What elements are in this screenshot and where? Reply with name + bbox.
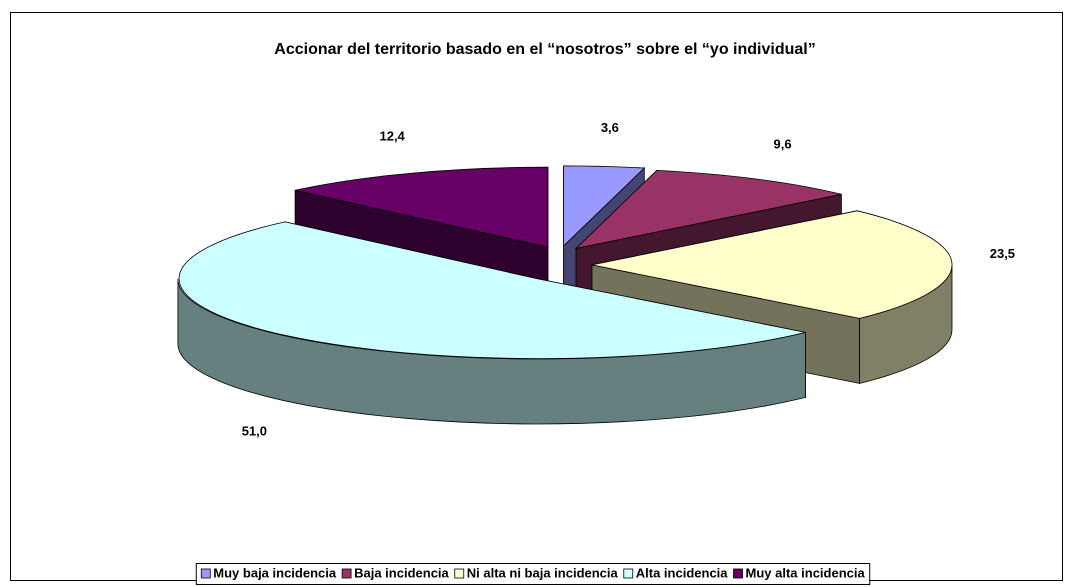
slice xyxy=(295,166,549,248)
legend-swatch xyxy=(454,568,465,579)
legend-swatch xyxy=(341,568,352,579)
slice xyxy=(591,210,953,319)
slice xyxy=(574,169,842,250)
chart-title: Accionar del territorio basado en el “no… xyxy=(274,41,815,58)
legend-swatch xyxy=(623,568,634,579)
data-label: 9,6 xyxy=(774,137,792,152)
legend-label: Muy alta incidencia xyxy=(746,565,866,580)
data-label: 23,5 xyxy=(990,246,1015,261)
legend-label: Muy baja incidencia xyxy=(213,565,337,580)
legend-label: Ni alta ni baja incidencia xyxy=(467,565,619,580)
legend-box xyxy=(195,563,871,585)
legend: Muy baja incidencia Baja incidencia Ni alt… xyxy=(195,563,871,585)
slice xyxy=(563,165,646,247)
legend-swatch xyxy=(200,568,211,579)
legend-swatch xyxy=(733,568,743,579)
legend-label: Alta incidencia xyxy=(636,565,729,580)
data-label: 51,0 xyxy=(242,423,267,438)
legend-label: Baja incidencia xyxy=(354,565,449,580)
data-label: 3,6 xyxy=(601,120,619,135)
data-label: 12,4 xyxy=(379,129,405,144)
slice xyxy=(178,221,806,360)
pie: 3,6 9,6 23,5 51,0 12,4 xyxy=(177,120,1015,438)
